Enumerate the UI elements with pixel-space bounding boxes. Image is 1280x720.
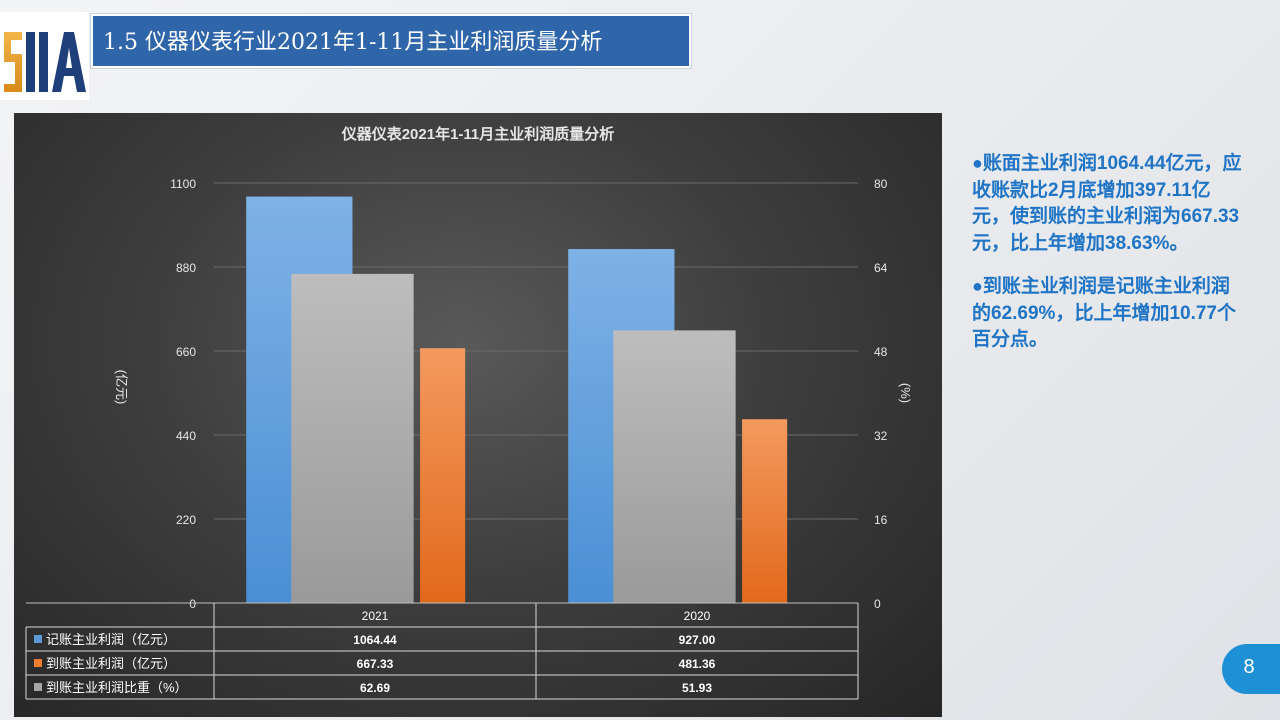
chart-title: 仪器仪表2021年1-11月主业利润质量分析 [341, 125, 615, 143]
y2-tick-label: 16 [874, 513, 888, 527]
y2-tick-label: 80 [874, 177, 888, 191]
summary-text: ●账面主业利润1064.44亿元，应收账款比2月底增加397.11亿元，使到账的… [972, 150, 1242, 370]
bullet-icon: ● [972, 153, 983, 173]
y2-tick-label: 48 [874, 345, 888, 359]
x-tick-label: 2021 [362, 609, 389, 623]
y2-tick-label: 64 [874, 261, 888, 275]
y-axis-label: (亿元) [114, 370, 129, 405]
bar-received-ratio [613, 330, 736, 603]
page-number: 8 [1222, 644, 1280, 694]
siia-logo-graphic [4, 32, 86, 92]
summary-paragraph-2: ●到账主业利润是记账主业利润的62.69%，比上年增加10.77个百分点。 [972, 273, 1242, 354]
bar-received-ratio [291, 273, 414, 603]
legend-swatch [34, 635, 42, 643]
y-tick-label: 880 [176, 261, 196, 275]
legend-swatch [34, 683, 42, 691]
bullet-icon: ● [972, 276, 983, 296]
legend-swatch [34, 659, 42, 667]
bars [246, 196, 788, 603]
legend-entry: 到账主业利润比重（%） [46, 680, 188, 695]
chart-panel: 仪器仪表2021年1-11月主业利润质量分析 0 0 220 16 440 32 660 48… [14, 113, 942, 717]
y-tick-label: 440 [176, 429, 196, 443]
legend-entry: 到账主业利润（亿元） [46, 656, 176, 671]
data-label: 927.00 [679, 633, 716, 647]
bar-chart: 仪器仪表2021年1-11月主业利润质量分析 0 0 220 16 440 32 660 48… [25, 125, 913, 700]
data-label: 62.69 [360, 681, 390, 695]
data-label: 481.36 [679, 657, 716, 671]
y-tick-label: 0 [189, 597, 196, 611]
y2-axis-label: (%) [898, 383, 913, 403]
legend-entry: 记账主业利润（亿元） [46, 632, 176, 647]
slide-title: 1.5 仪器仪表行业2021年1-11月主业利润质量分析 [91, 14, 691, 68]
y2-tick-label: 0 [874, 597, 881, 611]
y2-tick-label: 32 [874, 429, 888, 443]
bar-received-profit [420, 348, 466, 603]
summary-paragraph-1: ●账面主业利润1064.44亿元，应收账款比2月底增加397.11亿元，使到账的… [972, 150, 1242, 257]
data-label: 1064.44 [353, 633, 397, 647]
siia-logo [0, 12, 89, 100]
axes: 0 0 220 16 440 32 660 48 880 64 1100 80 [26, 177, 888, 611]
y-tick-label: 660 [176, 345, 196, 359]
summary-text-1: 账面主业利润1064.44亿元，应收账款比2月底增加397.11亿元，使到账的主… [972, 153, 1242, 254]
y-tick-label: 220 [176, 513, 196, 527]
bar-received-profit [742, 419, 788, 603]
summary-text-2: 到账主业利润是记账主业利润的62.69%，比上年增加10.77个百分点。 [972, 276, 1236, 350]
data-label: 667.33 [357, 657, 394, 671]
y-tick-label: 1100 [170, 177, 196, 191]
x-tick-label: 2020 [684, 609, 711, 623]
data-label: 51.93 [682, 681, 712, 695]
data-table: 2021 2020 记账主业利润（亿元） 1064.44 927.00 到账主业利润（亿元… [25, 603, 859, 700]
